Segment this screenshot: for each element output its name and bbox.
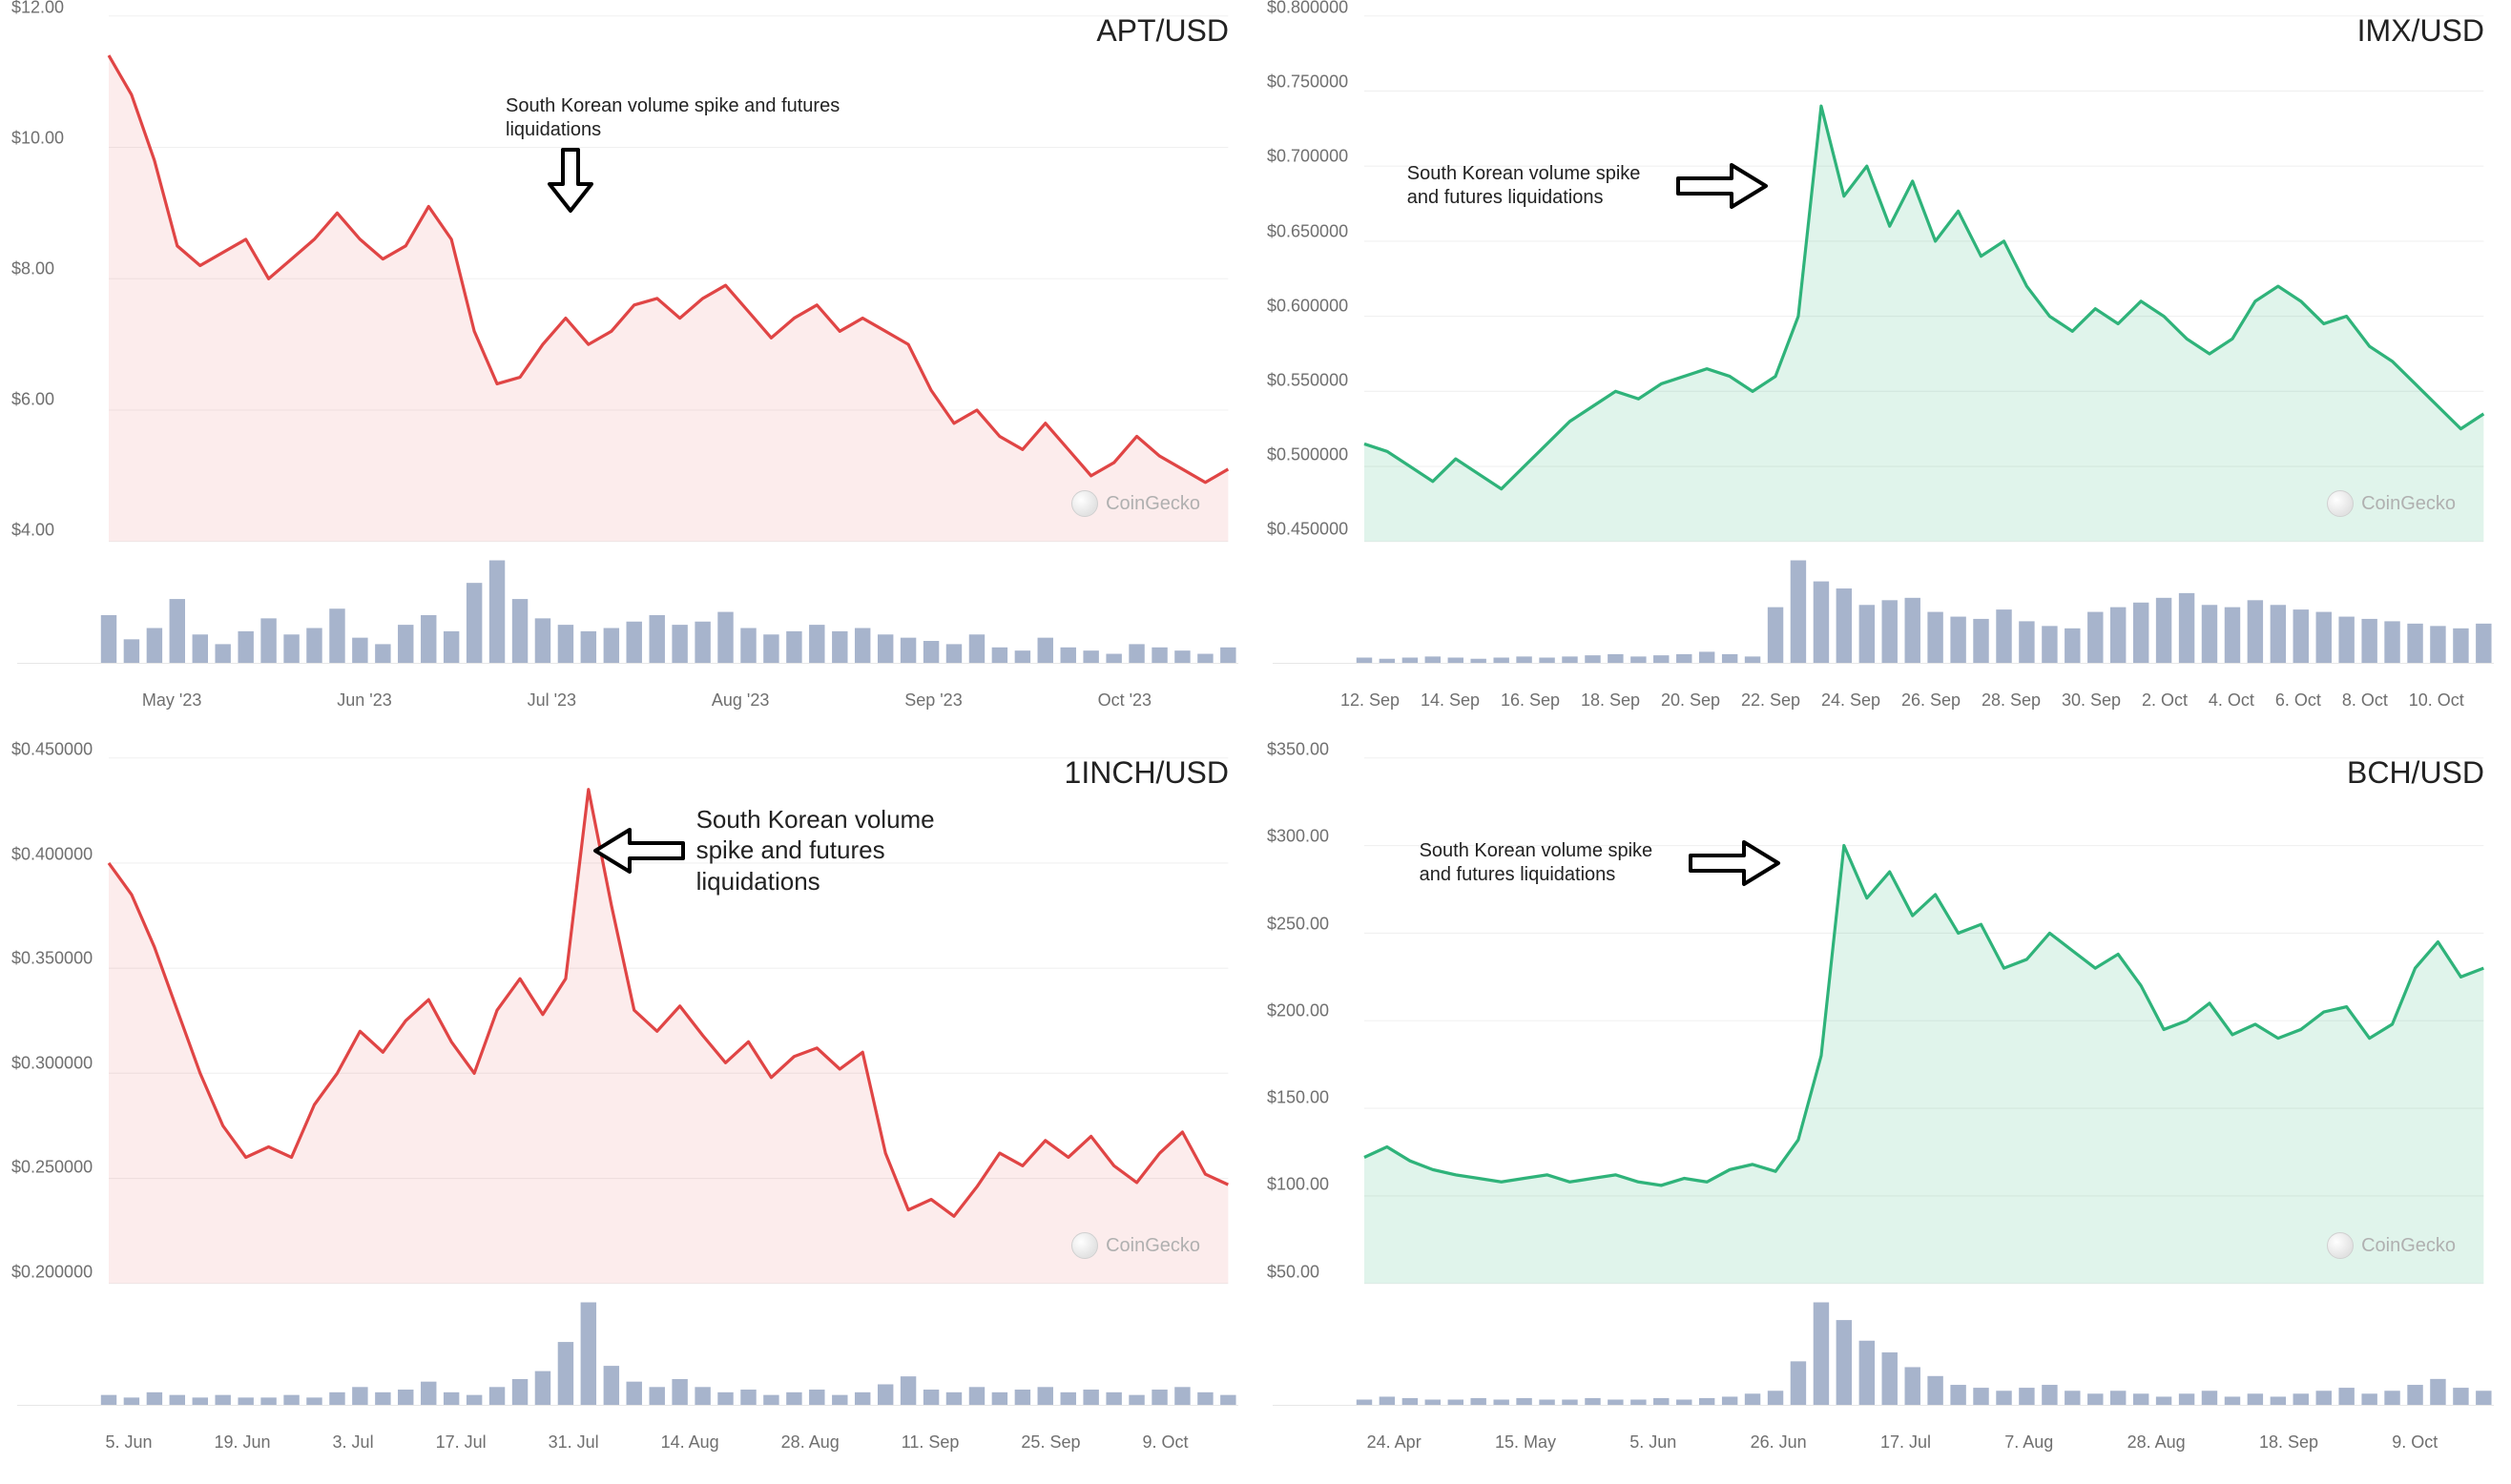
- annotation: South Korean volume spike and futures li…: [1420, 836, 1782, 890]
- x-tick-label: 14. Sep: [1421, 690, 1480, 711]
- price-chart: $0.450000$0.400000$0.350000$0.300000$0.2…: [17, 750, 1238, 1292]
- x-tick-label: Jul '23: [528, 690, 576, 711]
- x-tick-label: 10. Oct: [2409, 690, 2464, 711]
- x-tick-label: 9. Oct: [1142, 1432, 1188, 1453]
- annotation-text: South Korean volume spike and futures li…: [696, 804, 954, 897]
- x-tick-label: 28. Aug: [2127, 1432, 2186, 1453]
- chart-panel-apt: APT/USD$12.00$10.00$8.00$6.00$4.00CoinGe…: [0, 0, 1256, 742]
- x-tick-label: 18. Sep: [2259, 1432, 2318, 1453]
- x-tick-label: Jun '23: [337, 690, 391, 711]
- x-tick-label: 28. Sep: [1982, 690, 2041, 711]
- x-tick-label: 25. Sep: [1021, 1432, 1080, 1453]
- chart-panel-oneinch: 1INCH/USD$0.450000$0.400000$0.350000$0.3…: [0, 742, 1256, 1484]
- pair-title: IMX/USD: [2357, 13, 2484, 49]
- volume-chart: [17, 556, 1238, 665]
- annotation-text: South Korean volume spike and futures li…: [506, 94, 868, 142]
- x-tick-label: 2. Oct: [2142, 690, 2188, 711]
- x-tick-label: 6. Oct: [2275, 690, 2321, 711]
- x-tick-label: 20. Sep: [1661, 690, 1720, 711]
- price-chart: $350.00$300.00$250.00$200.00$150.00$100.…: [1273, 750, 2494, 1292]
- pair-title: BCH/USD: [2347, 755, 2484, 791]
- brand-label: CoinGecko: [2361, 1235, 2456, 1257]
- x-tick-label: 4. Oct: [2209, 690, 2254, 711]
- annotation: South Korean volume spike and futures li…: [591, 804, 954, 897]
- coingecko-icon: [1071, 1232, 1098, 1259]
- x-tick-label: 9. Oct: [2392, 1432, 2438, 1453]
- x-axis-labels: 12. Sep 14. Sep 16. Sep 18. Sep 20. Sep 22. S…: [1273, 664, 2494, 736]
- arrow-left-icon: [591, 824, 687, 877]
- x-tick-label: 24. Sep: [1821, 690, 1880, 711]
- arrow-right-icon: [1687, 836, 1782, 890]
- x-tick-label: 11. Sep: [902, 1432, 960, 1453]
- coingecko-icon: [2327, 1232, 2354, 1259]
- coingecko-watermark: CoinGecko: [1071, 1232, 1200, 1259]
- annotation: South Korean volume spike and futures li…: [506, 94, 868, 221]
- x-tick-label: 22. Sep: [1741, 690, 1800, 711]
- annotation-text: South Korean volume spike and futures li…: [1407, 162, 1665, 210]
- brand-label: CoinGecko: [1106, 493, 1200, 515]
- coingecko-icon: [2327, 490, 2354, 517]
- coingecko-watermark: CoinGecko: [2327, 1232, 2456, 1259]
- x-tick-label: 26. Jun: [1751, 1432, 1807, 1453]
- x-tick-label: 14. Aug: [661, 1432, 719, 1453]
- x-tick-label: Oct '23: [1098, 690, 1152, 711]
- x-tick-label: 16. Sep: [1501, 690, 1560, 711]
- x-axis-labels: 5. Jun 19. Jun 3. Jul 17. Jul 31. Jul 14. Aug…: [17, 1406, 1238, 1478]
- x-tick-label: Aug '23: [712, 690, 770, 711]
- pair-title: 1INCH/USD: [1065, 755, 1229, 791]
- x-tick-label: 15. May: [1495, 1432, 1556, 1453]
- annotation-text: South Korean volume spike and futures li…: [1420, 839, 1677, 887]
- price-chart: $0.800000$0.750000$0.700000$0.650000$0.6…: [1273, 8, 2494, 550]
- x-tick-label: Sep '23: [904, 690, 963, 711]
- coingecko-watermark: CoinGecko: [1071, 490, 1200, 517]
- volume-chart: [17, 1298, 1238, 1407]
- arrow-down-icon: [544, 148, 597, 215]
- x-tick-label: 3. Jul: [333, 1432, 374, 1453]
- brand-label: CoinGecko: [2361, 493, 2456, 515]
- chart-grid: APT/USD$12.00$10.00$8.00$6.00$4.00CoinGe…: [0, 0, 2511, 1484]
- x-tick-label: 26. Sep: [1901, 690, 1961, 711]
- price-chart: $12.00$10.00$8.00$6.00$4.00CoinGeckoSout…: [17, 8, 1238, 550]
- x-tick-label: 12. Sep: [1340, 690, 1400, 711]
- x-tick-label: 18. Sep: [1581, 690, 1640, 711]
- x-tick-label: 17. Jul: [436, 1432, 487, 1453]
- brand-label: CoinGecko: [1106, 1235, 1200, 1257]
- volume-chart: [1273, 556, 2494, 665]
- pair-title: APT/USD: [1096, 13, 1229, 49]
- chart-panel-bch: BCH/USD$350.00$300.00$250.00$200.00$150.…: [1256, 742, 2511, 1484]
- x-tick-label: 30. Sep: [2062, 690, 2121, 711]
- x-tick-label: 24. Apr: [1367, 1432, 1422, 1453]
- arrow-right-icon: [1674, 159, 1770, 213]
- x-tick-label: 8. Oct: [2342, 690, 2388, 711]
- coingecko-icon: [1071, 490, 1098, 517]
- annotation: South Korean volume spike and futures li…: [1407, 159, 1770, 213]
- x-tick-label: 19. Jun: [215, 1432, 271, 1453]
- x-tick-label: 31. Jul: [549, 1432, 599, 1453]
- x-tick-label: May '23: [142, 690, 201, 711]
- x-tick-label: 5. Jun: [105, 1432, 152, 1453]
- coingecko-watermark: CoinGecko: [2327, 490, 2456, 517]
- x-tick-label: 5. Jun: [1629, 1432, 1676, 1453]
- x-tick-label: 17. Jul: [1880, 1432, 1931, 1453]
- volume-chart: [1273, 1298, 2494, 1407]
- chart-panel-imx: IMX/USD$0.800000$0.750000$0.700000$0.650…: [1256, 0, 2511, 742]
- x-tick-label: 7. Aug: [2004, 1432, 2053, 1453]
- x-axis-labels: May '23 Jun '23 Jul '23 Aug '23 Sep '23 Oct '…: [17, 664, 1238, 736]
- x-tick-label: 28. Aug: [781, 1432, 840, 1453]
- x-axis-labels: 24. Apr 15. May 5. Jun 26. Jun 17. Jul 7. Aug…: [1273, 1406, 2494, 1478]
